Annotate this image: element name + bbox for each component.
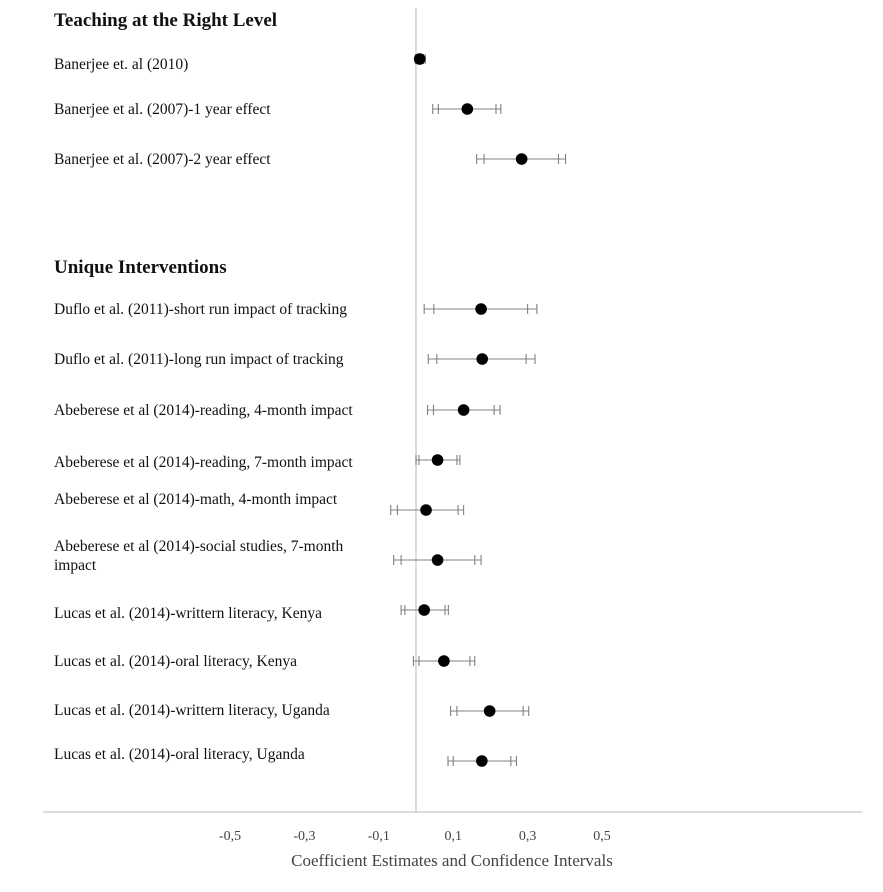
point-estimate bbox=[461, 103, 474, 115]
estimate-row bbox=[390, 504, 465, 516]
point-estimate bbox=[457, 404, 470, 416]
estimate-marks bbox=[390, 53, 567, 767]
estimate-row bbox=[447, 755, 517, 767]
point-estimate bbox=[431, 454, 444, 466]
estimate-row bbox=[412, 655, 476, 667]
x-tick-label: -0,1 bbox=[368, 829, 390, 844]
row-label: Abeberese et al (2014)-social studies, 7… bbox=[54, 538, 343, 574]
estimate-row bbox=[413, 53, 426, 65]
point-estimate bbox=[431, 554, 444, 566]
point-estimate bbox=[413, 53, 426, 65]
estimate-row bbox=[427, 353, 536, 365]
x-axis-ticks: -0,5 -0,3 -0,1 0,1 0,3 0,5 bbox=[219, 829, 611, 844]
estimate-row bbox=[476, 153, 567, 165]
x-tick-label: -0,3 bbox=[293, 829, 315, 844]
estimate-row bbox=[393, 554, 482, 566]
point-estimate bbox=[418, 604, 430, 616]
point-estimate bbox=[515, 153, 528, 165]
point-estimate bbox=[438, 655, 450, 667]
point-estimate bbox=[483, 705, 496, 717]
group-title: Unique Interventions bbox=[54, 257, 227, 278]
x-tick-label: 0,5 bbox=[593, 829, 611, 844]
plot-area bbox=[43, 8, 862, 813]
row-label: Duflo et al. (2011)-long run impact of t… bbox=[54, 351, 344, 368]
x-axis-title: Coefficient Estimates and Confidence Int… bbox=[291, 851, 613, 870]
estimate-row bbox=[415, 454, 461, 466]
estimate-row bbox=[432, 103, 502, 115]
row-label: Banerjee et al. (2007)-2 year effect bbox=[54, 151, 271, 168]
estimate-row bbox=[400, 604, 449, 616]
row-label: Banerjee et. al (2010) bbox=[54, 56, 188, 73]
estimate-row bbox=[423, 303, 538, 315]
row-label: Abeberese et al (2014)-reading, 7-month … bbox=[54, 454, 353, 471]
point-estimate bbox=[475, 303, 487, 315]
row-label: Lucas et al. (2014)-writtern literacy, K… bbox=[54, 605, 322, 622]
estimate-row bbox=[450, 705, 530, 717]
row-label: Lucas et al. (2014)-oral literacy, Ugand… bbox=[54, 746, 305, 763]
x-tick-label: 0,3 bbox=[519, 829, 537, 844]
estimate-row bbox=[426, 404, 501, 416]
x-tick-label: -0,5 bbox=[219, 829, 241, 844]
row-label: Abeberese et al (2014)-reading, 4-month … bbox=[54, 402, 353, 419]
point-estimate bbox=[476, 353, 489, 365]
point-estimate bbox=[476, 755, 488, 767]
point-estimate bbox=[420, 504, 432, 516]
row-label: Lucas et al. (2014)-oral literacy, Kenya bbox=[54, 653, 297, 670]
row-labels-layer: Teaching at the Right Level Banerjee et. … bbox=[54, 10, 353, 763]
row-label: Duflo et al. (2011)-short run impact of … bbox=[54, 301, 347, 318]
row-label: Lucas et al. (2014)-writtern literacy, U… bbox=[54, 702, 330, 719]
group-title: Teaching at the Right Level bbox=[54, 10, 277, 31]
x-tick-label: 0,1 bbox=[444, 829, 462, 844]
row-label: Banerjee et al. (2007)-1 year effect bbox=[54, 101, 271, 118]
row-label: Abeberese et al (2014)-math, 4-month imp… bbox=[54, 491, 338, 508]
